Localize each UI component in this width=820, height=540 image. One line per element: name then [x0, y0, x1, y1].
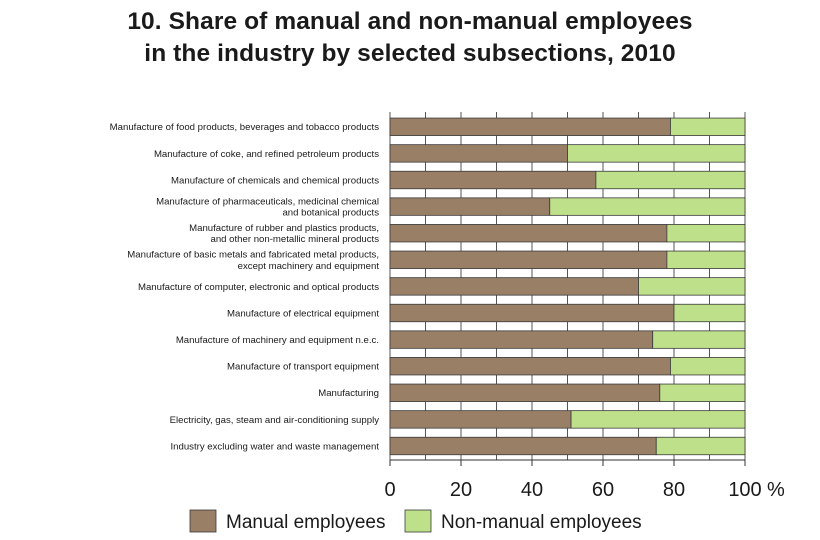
- bars: [389, 117, 746, 456]
- bar-segment-non-manual: [570, 410, 746, 429]
- category-label: Manufacture of transport equipment: [227, 362, 379, 373]
- bar-segment-non-manual: [595, 170, 746, 190]
- bar-segment-non-manual: [670, 117, 746, 136]
- category-label: and other non-metallic mineral products: [210, 234, 379, 245]
- bar-segment-non-manual: [670, 357, 746, 376]
- bar-segment-manual: [389, 436, 657, 456]
- bar-segment-manual: [389, 250, 668, 269]
- x-axis: 0 20 40 60 80 100%: [384, 459, 785, 501]
- chart-title-line-1: 10. Share of manual and non-manual emplo…: [127, 8, 693, 35]
- legend-label-manual: Manual employees: [226, 512, 385, 533]
- category-label: Manufacture of food products, beverages …: [110, 122, 380, 133]
- category-label: Manufacture of pharmaceuticals, medicina…: [156, 196, 379, 207]
- bar-segment-non-manual: [666, 224, 746, 243]
- bar-segment-non-manual: [549, 197, 746, 216]
- bar-segment-non-manual: [567, 144, 746, 163]
- bar-segment-non-manual: [673, 303, 746, 323]
- category-label: Manufacturing: [318, 388, 379, 399]
- bar-segment-manual: [389, 383, 661, 402]
- x-tick-label: 60: [592, 479, 614, 501]
- bar-segment-manual: [389, 330, 654, 349]
- legend: Manual employees Non-manual employees: [189, 509, 642, 533]
- category-label: Manufacture of machinery and equipment n…: [176, 335, 379, 346]
- category-label: Manufacture of basic metals and fabricat…: [127, 250, 379, 261]
- bar-segment-non-manual: [638, 277, 746, 296]
- bar-segment-manual: [389, 170, 597, 190]
- bar-segment-manual: [389, 117, 671, 136]
- bar-segment-manual: [389, 277, 639, 296]
- category-labels: Manufacture of food products, beverages …: [110, 122, 380, 452]
- x-tick-label: 100: [728, 479, 761, 501]
- category-label: Manufacture of chemicals and chemical pr…: [171, 175, 379, 186]
- bar-segment-manual: [389, 357, 671, 376]
- category-label: Electricity, gas, steam and air-conditio…: [170, 415, 380, 426]
- bar-segment-non-manual: [655, 436, 746, 456]
- category-label: Industry excluding water and waste manag…: [170, 441, 379, 452]
- bar-segment-manual: [389, 197, 551, 216]
- legend-label-non-manual: Non-manual employees: [441, 512, 642, 533]
- bar-segment-manual: [389, 303, 675, 323]
- x-tick-label: 40: [521, 479, 543, 501]
- bar-segment-manual: [389, 410, 572, 429]
- category-label: Manufacture of electrical equipment: [227, 308, 379, 319]
- x-tick-label: 20: [450, 479, 472, 501]
- bar-segment-manual: [389, 224, 668, 243]
- chart-title-line-2: in the industry by selected subsections,…: [144, 40, 676, 67]
- category-label: Manufacture of computer, electronic and …: [138, 282, 379, 293]
- category-label: and botanical products: [282, 208, 379, 219]
- x-tick-label: 0: [384, 479, 395, 501]
- bar-segment-non-manual: [659, 383, 746, 402]
- legend-swatch-non-manual: [404, 509, 432, 533]
- x-tick-label: 80: [663, 479, 685, 501]
- category-label: except machinery and equipment: [238, 261, 380, 272]
- chart-title: 10. Share of manual and non-manual emplo…: [0, 6, 820, 70]
- bar-segment-non-manual: [652, 330, 746, 349]
- category-label: Manufacture of rubber and plastics produ…: [189, 223, 379, 234]
- bar-segment-manual: [389, 144, 568, 163]
- category-label: Manufacture of coke, and refined petrole…: [154, 149, 379, 160]
- x-unit-label: %: [767, 479, 785, 501]
- bar-segment-non-manual: [666, 250, 746, 269]
- legend-swatch-manual: [189, 509, 217, 533]
